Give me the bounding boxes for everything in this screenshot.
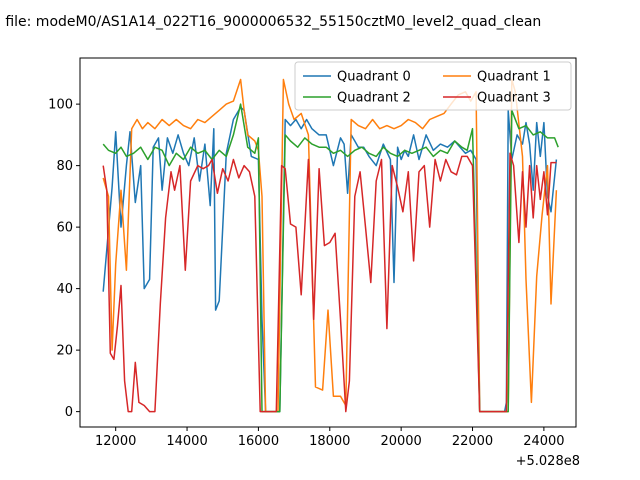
series-line-quadrant-1	[102, 78, 558, 413]
plot-frame	[79, 57, 577, 428]
legend-label: Quadrant 1	[477, 70, 551, 85]
y-tick-label: 80	[56, 159, 73, 174]
y-tick-label: 100	[48, 98, 73, 113]
y-tick-label: 20	[56, 344, 73, 359]
series-line-quadrant-3	[102, 152, 557, 413]
x-tick-label: 16000	[238, 434, 279, 449]
y-tick-label: 40	[56, 282, 73, 297]
x-tick-label: 24000	[523, 434, 564, 449]
legend: Quadrant 0 Quadrant 1 Quadrant 2 Quadrant 3	[294, 61, 572, 111]
x-tick-label: 22000	[452, 434, 493, 449]
y-tick-label: 60	[56, 221, 73, 236]
x-axis: 12000 14000 16000 18000 20000 22000 24000	[95, 427, 565, 449]
y-tick-label: 0	[65, 405, 73, 420]
legend-label: Quadrant 3	[477, 91, 551, 106]
x-tick-label: 12000	[95, 434, 136, 449]
x-tick-label: 14000	[166, 434, 207, 449]
x-tick-label: 20000	[380, 434, 421, 449]
chart-title: n file: modeM0/AS1A14_022T16_9000006532_…	[0, 14, 542, 30]
x-axis-offset-label: +5.028e8	[516, 454, 580, 469]
legend-box	[294, 61, 572, 111]
series-line-quadrant-0	[102, 106, 558, 413]
legend-label: Quadrant 2	[337, 91, 411, 106]
x-tick-label: 18000	[309, 434, 350, 449]
legend-label: Quadrant 0	[337, 70, 411, 85]
series-layer	[102, 78, 559, 413]
y-axis: 0 20 40 60 80 100	[48, 98, 80, 420]
